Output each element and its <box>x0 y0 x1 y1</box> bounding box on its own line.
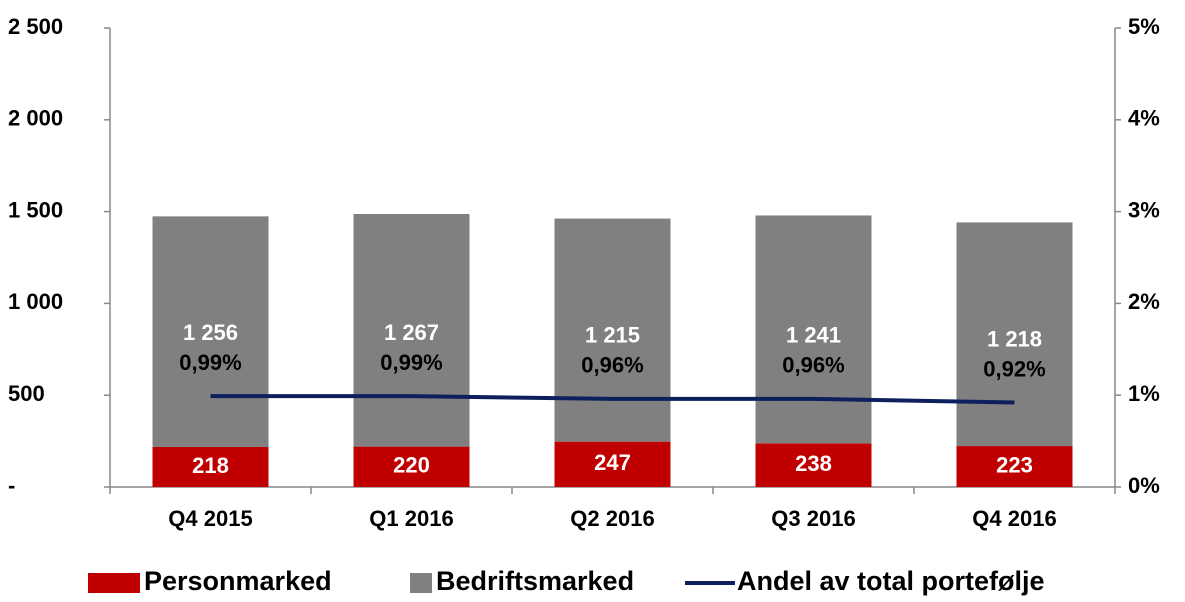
y-tick-label: 2 500 <box>8 14 63 39</box>
y-tick-label: 1 000 <box>8 289 63 314</box>
bar <box>956 446 1073 487</box>
y-tick-label: 2 000 <box>8 106 63 131</box>
y2-tick-label: 4% <box>1128 106 1160 131</box>
bar-label: 223 <box>996 452 1033 477</box>
y-tick-label: - <box>8 473 15 498</box>
y2-tick-label: 2% <box>1128 289 1160 314</box>
bar <box>554 218 671 442</box>
legend-label: Bedriftsmarked <box>436 566 634 596</box>
x-tick-label: Q1 2016 <box>369 506 453 531</box>
bar-label: 218 <box>192 453 229 478</box>
bar <box>152 446 269 487</box>
bar <box>755 443 872 487</box>
bar <box>152 216 269 447</box>
legend-swatch <box>410 573 432 593</box>
y2-tick-label: 3% <box>1128 197 1160 222</box>
line-label: 0,96% <box>581 353 643 378</box>
bar-label: 1 267 <box>384 320 439 345</box>
line <box>210 394 1015 405</box>
x-tick-label: Q4 2016 <box>972 506 1056 531</box>
legend-label: Personmarked <box>144 566 332 596</box>
y2-tick-label: 1% <box>1128 381 1160 406</box>
bar-label: 220 <box>393 453 430 478</box>
bar <box>353 446 470 487</box>
line-label: 0,92% <box>983 356 1045 381</box>
y-tick-label: 1 500 <box>8 197 63 222</box>
line-label: 0,99% <box>380 350 442 375</box>
bar-label: 1 218 <box>987 326 1042 351</box>
line-label: 0,96% <box>782 353 844 378</box>
y2-tick-label: 0% <box>1128 473 1160 498</box>
legend-swatch <box>88 573 140 593</box>
line-label: 0,99% <box>179 350 241 375</box>
bar-label: 247 <box>594 450 631 475</box>
x-tick-label: Q3 2016 <box>771 506 855 531</box>
bar <box>755 215 872 444</box>
y2-tick-label: 5% <box>1128 14 1160 39</box>
x-tick-label: Q4 2015 <box>168 506 252 531</box>
bar <box>353 213 470 447</box>
bar-label: 238 <box>795 451 832 476</box>
bar-label: 1 256 <box>183 320 238 345</box>
bar <box>956 222 1073 447</box>
legend-label: Andel av total portefølje <box>737 566 1045 596</box>
bar-label: 1 241 <box>786 323 841 348</box>
y-tick-label: 500 <box>8 381 45 406</box>
bar-label: 1 215 <box>585 323 640 348</box>
bar <box>554 441 671 487</box>
x-tick-label: Q2 2016 <box>570 506 654 531</box>
